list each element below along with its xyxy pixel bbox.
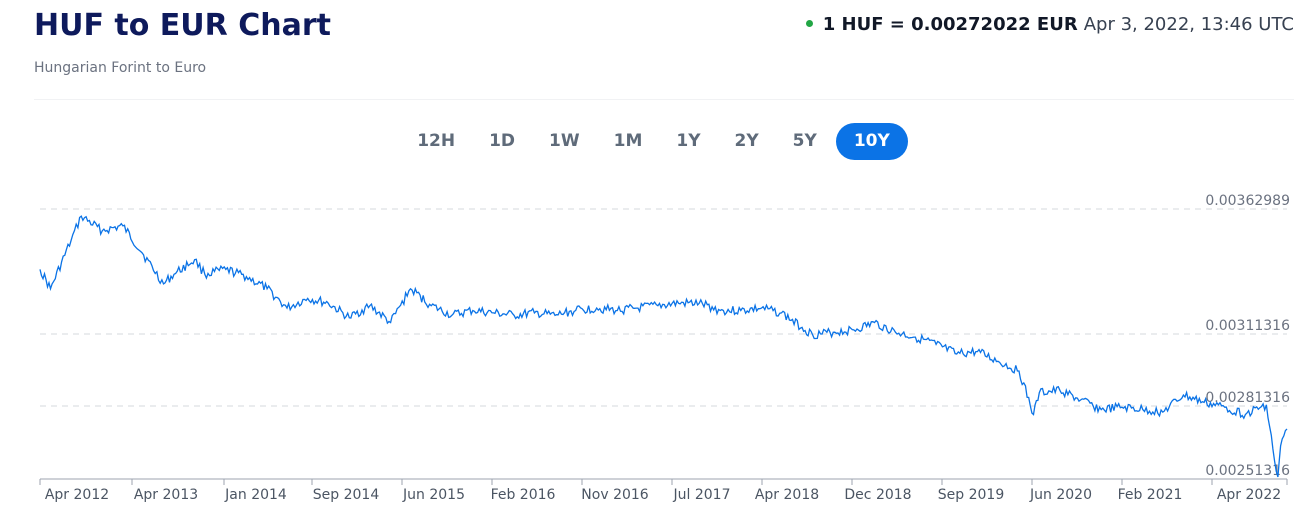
y-tick-label: 0.00362989 [1205,193,1290,209]
x-tick-label: Sep 2019 [938,487,1004,503]
range-button-1m[interactable]: 1M [599,123,658,160]
range-button-12h[interactable]: 12H [402,123,470,160]
x-tick-label: Apr 2018 [755,487,819,503]
y-tick-label: 0.00311316 [1205,318,1290,334]
x-tick-label: Feb 2016 [491,487,556,503]
rate-summary: 1 HUF = 0.00272022 EUR Apr 3, 2022, 13:46… [805,14,1294,35]
x-tick-label: Jul 2017 [673,487,731,503]
y-tick-label: 0.00251316 [1205,463,1290,479]
rate-timestamp: Apr 3, 2022, 13:46 UTC [1083,14,1294,35]
y-tick-label: 0.00281316 [1205,390,1290,406]
chart-gridlines [40,208,1287,407]
x-tick-label: Apr 2013 [134,487,198,503]
range-button-1y[interactable]: 1Y [661,123,715,160]
x-tick-label: Nov 2016 [581,487,648,503]
range-button-10y[interactable]: 10Y [835,123,908,160]
page-subtitle: Hungarian Forint to Euro [34,60,207,76]
x-tick-label: Feb 2021 [1118,487,1183,503]
current-rate: 1 HUF = 0.00272022 EUR [822,14,1078,35]
header-divider [34,99,1294,100]
x-tick-label: Jun 2015 [402,487,465,503]
range-button-2y[interactable]: 2Y [720,123,774,160]
range-button-1d[interactable]: 1D [474,123,530,160]
time-range-selector: 12H 1D 1W 1M 1Y 2Y 5Y 10Y [0,123,1310,160]
x-tick-label: Jan 2014 [224,487,287,503]
x-tick-label: Apr 2022 [1217,487,1281,503]
page-title: HUF to EUR Chart [34,8,331,43]
x-tick-label: Jun 2020 [1029,487,1092,503]
live-status-dot [805,19,813,27]
chart-x-axis: Apr 2012 Apr 2013 Jan 2014 Sep 2014 Jun 2015… [39,478,1288,503]
x-tick-label: Sep 2014 [313,487,380,503]
x-tick-label: Dec 2018 [844,487,911,503]
range-button-5y[interactable]: 5Y [778,123,832,160]
chart-y-axis-labels: 0.00362989 0.00311316 0.00281316 0.00251316 [1205,193,1290,479]
range-button-1w[interactable]: 1W [534,123,595,160]
rate-line[interactable] [39,215,1288,478]
x-tick-label: Apr 2012 [45,487,109,503]
